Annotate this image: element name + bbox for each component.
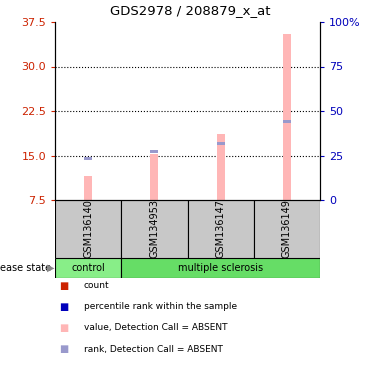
Bar bbox=[121, 200, 187, 258]
Text: GSM136140: GSM136140 bbox=[83, 200, 93, 258]
Text: count: count bbox=[84, 281, 109, 290]
Text: ■: ■ bbox=[59, 281, 68, 291]
Text: disease state: disease state bbox=[0, 263, 51, 273]
Bar bbox=[150, 151, 158, 154]
Text: multiple sclerosis: multiple sclerosis bbox=[178, 263, 263, 273]
Text: rank, Detection Call = ABSENT: rank, Detection Call = ABSENT bbox=[84, 344, 222, 354]
Text: ▶: ▶ bbox=[47, 263, 55, 273]
Bar bbox=[55, 200, 121, 258]
Text: value, Detection Call = ABSENT: value, Detection Call = ABSENT bbox=[84, 323, 227, 333]
Text: GSM136147: GSM136147 bbox=[215, 200, 226, 258]
Bar bbox=[187, 200, 254, 258]
Bar bbox=[84, 176, 92, 200]
Bar bbox=[55, 258, 121, 278]
Bar bbox=[84, 157, 92, 160]
Bar bbox=[217, 142, 225, 144]
Text: control: control bbox=[71, 263, 105, 273]
Text: percentile rank within the sample: percentile rank within the sample bbox=[84, 302, 237, 311]
Text: ■: ■ bbox=[59, 302, 68, 312]
Text: ■: ■ bbox=[59, 344, 68, 354]
Bar bbox=[283, 119, 291, 122]
Bar bbox=[283, 34, 291, 200]
Text: ■: ■ bbox=[59, 323, 68, 333]
Bar bbox=[121, 258, 320, 278]
Text: GSM134953: GSM134953 bbox=[149, 200, 159, 258]
Bar bbox=[150, 154, 158, 200]
Text: GSM136149: GSM136149 bbox=[282, 200, 292, 258]
Bar bbox=[254, 200, 320, 258]
Text: GDS2978 / 208879_x_at: GDS2978 / 208879_x_at bbox=[110, 4, 270, 17]
Bar bbox=[217, 134, 225, 200]
